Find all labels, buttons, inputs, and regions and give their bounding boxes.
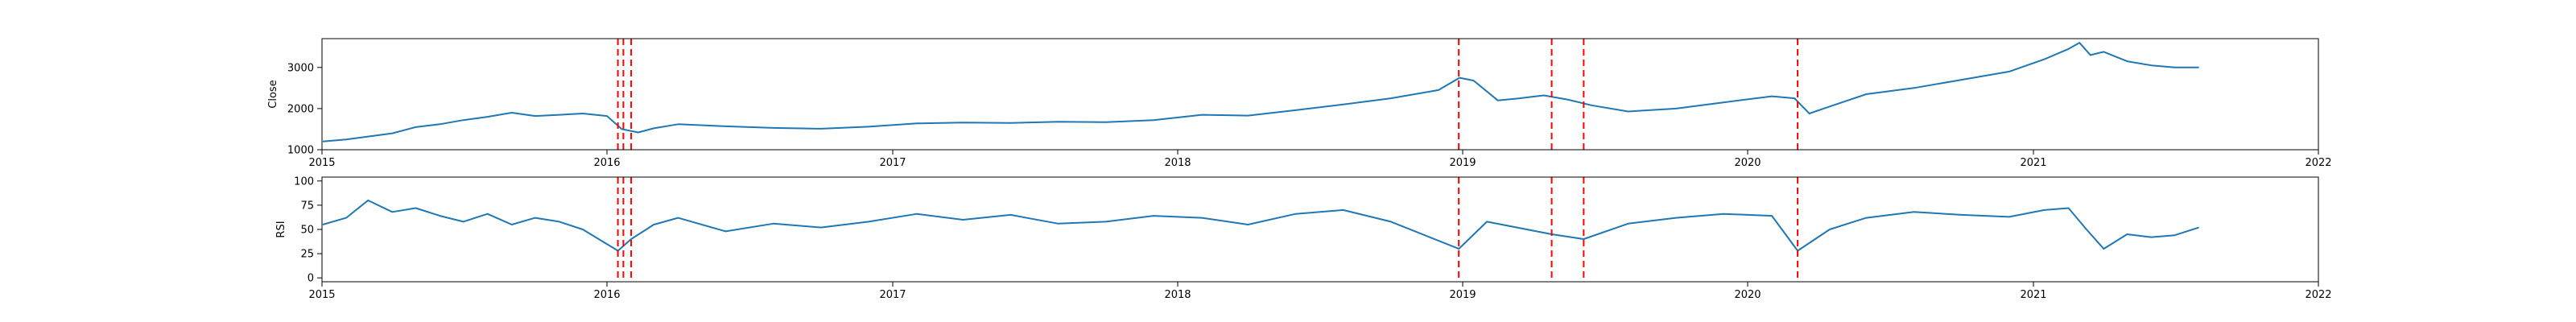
rsi-x-tick-label-2021: 2021 [2020, 289, 2046, 301]
close-x-tick-label-2020: 2020 [1734, 157, 1761, 169]
rsi-y-axis: 0 25 50 75 100 [294, 175, 322, 285]
rsi-x-tick-label-2020: 2020 [1734, 289, 1761, 301]
rsi-y-tick-label-100: 100 [294, 175, 314, 188]
close-y-tick-label-3000: 3000 [287, 62, 314, 74]
close-y-axis: 1000 2000 3000 [287, 62, 322, 157]
rsi-panel: 2015 2016 2017 2018 2019 2020 2021 2022 0 25 50 75… [275, 175, 2332, 301]
rsi-x-tick-label-2015: 2015 [308, 289, 335, 301]
rsi-y-tick-label-0: 0 [308, 273, 314, 285]
rsi-x-axis: 2015 2016 2017 2018 2019 2020 2021 2022 [308, 282, 2332, 301]
close-price-panel: 2015 2016 2017 2018 2019 2020 2021 2022 1000 200… [267, 38, 2332, 169]
rsi-x-tick-label-2017: 2017 [879, 289, 906, 301]
rsi-x-tick-label-2022: 2022 [2305, 289, 2331, 301]
close-x-tick-label-2021: 2021 [2020, 157, 2046, 169]
rsi-series-line-0 [322, 199, 2199, 252]
close-y-tick-label-1000: 1000 [287, 145, 314, 157]
close-x-tick-label-2015: 2015 [308, 157, 335, 169]
close-series-line-0 [322, 42, 2199, 142]
rsi-x-tick-label-2018: 2018 [1164, 289, 1191, 301]
close-x-tick-label-2016: 2016 [593, 157, 620, 169]
rsi-y-axis-label: RSI [275, 221, 287, 237]
close-x-tick-label-2019: 2019 [1449, 157, 1476, 169]
rsi-x-tick-label-2019: 2019 [1449, 289, 1476, 301]
rsi-plot-area [322, 177, 2199, 282]
close-x-tick-label-2017: 2017 [879, 157, 906, 169]
close-x-tick-label-2022: 2022 [2305, 157, 2331, 169]
rsi-y-tick-label-25: 25 [300, 249, 314, 261]
rsi-x-tick-label-2016: 2016 [593, 289, 620, 301]
close-x-axis: 2015 2016 2017 2018 2019 2020 2021 2022 [308, 150, 2332, 169]
rsi-y-tick-label-75: 75 [300, 200, 314, 212]
close-plot-area [322, 39, 2199, 150]
close-y-tick-label-2000: 2000 [287, 103, 314, 115]
close-axes-frame [321, 38, 2319, 151]
rsi-y-tick-label-50: 50 [300, 225, 314, 237]
close-x-tick-label-2018: 2018 [1164, 157, 1191, 169]
close-y-axis-label: Close [267, 80, 279, 108]
